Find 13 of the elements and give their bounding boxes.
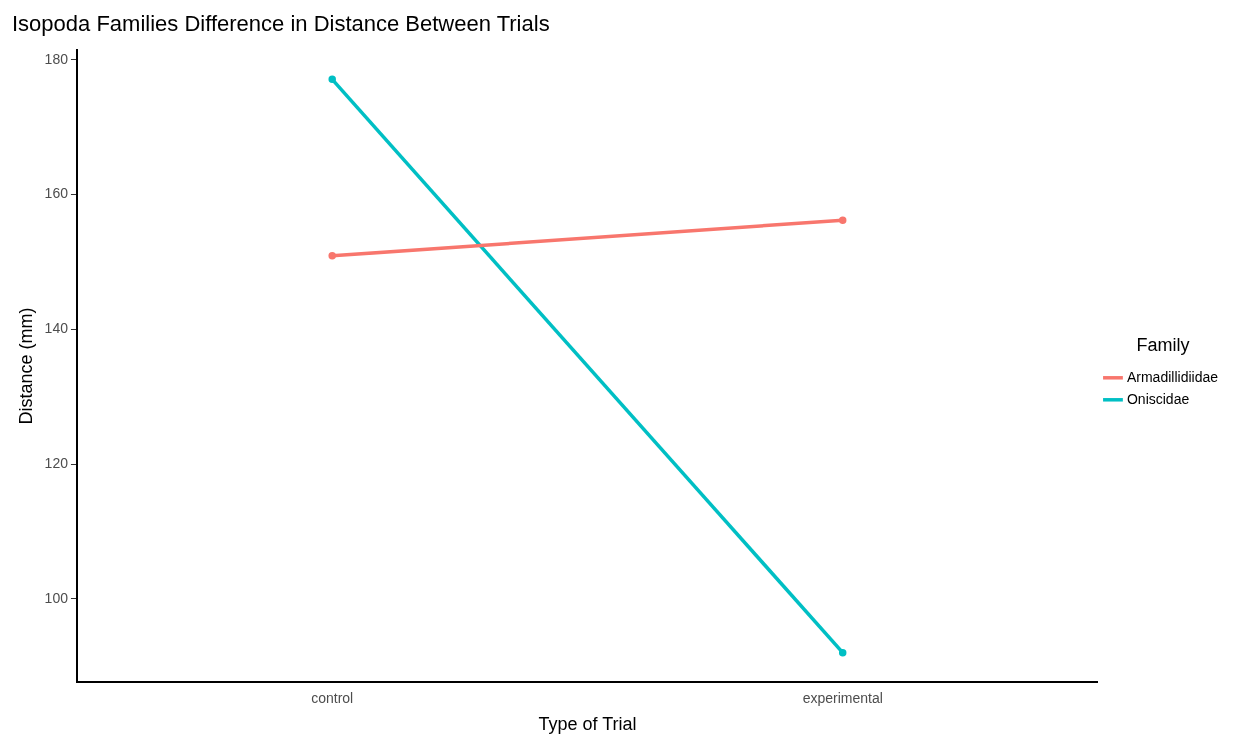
x-tick-label: control xyxy=(311,689,354,706)
legend-label: Armadillidiidae xyxy=(1126,368,1219,385)
y-tick-label: 100 xyxy=(44,589,69,606)
y-tick-label: 140 xyxy=(44,320,69,337)
y-axis-title: Distance (mm) xyxy=(15,307,36,425)
legend-title: Family xyxy=(1136,335,1190,356)
x-tick-label: experimental xyxy=(802,689,883,706)
x-axis-title: Type of Trial xyxy=(538,714,637,735)
legend-label: Oniscidae xyxy=(1126,390,1190,407)
y-tick-label: 120 xyxy=(44,454,69,471)
chart-title: Isopoda Families Difference in Distance Between Trials xyxy=(12,11,550,37)
y-tick-label: 160 xyxy=(44,185,69,202)
y-tick-label: 180 xyxy=(44,50,69,67)
